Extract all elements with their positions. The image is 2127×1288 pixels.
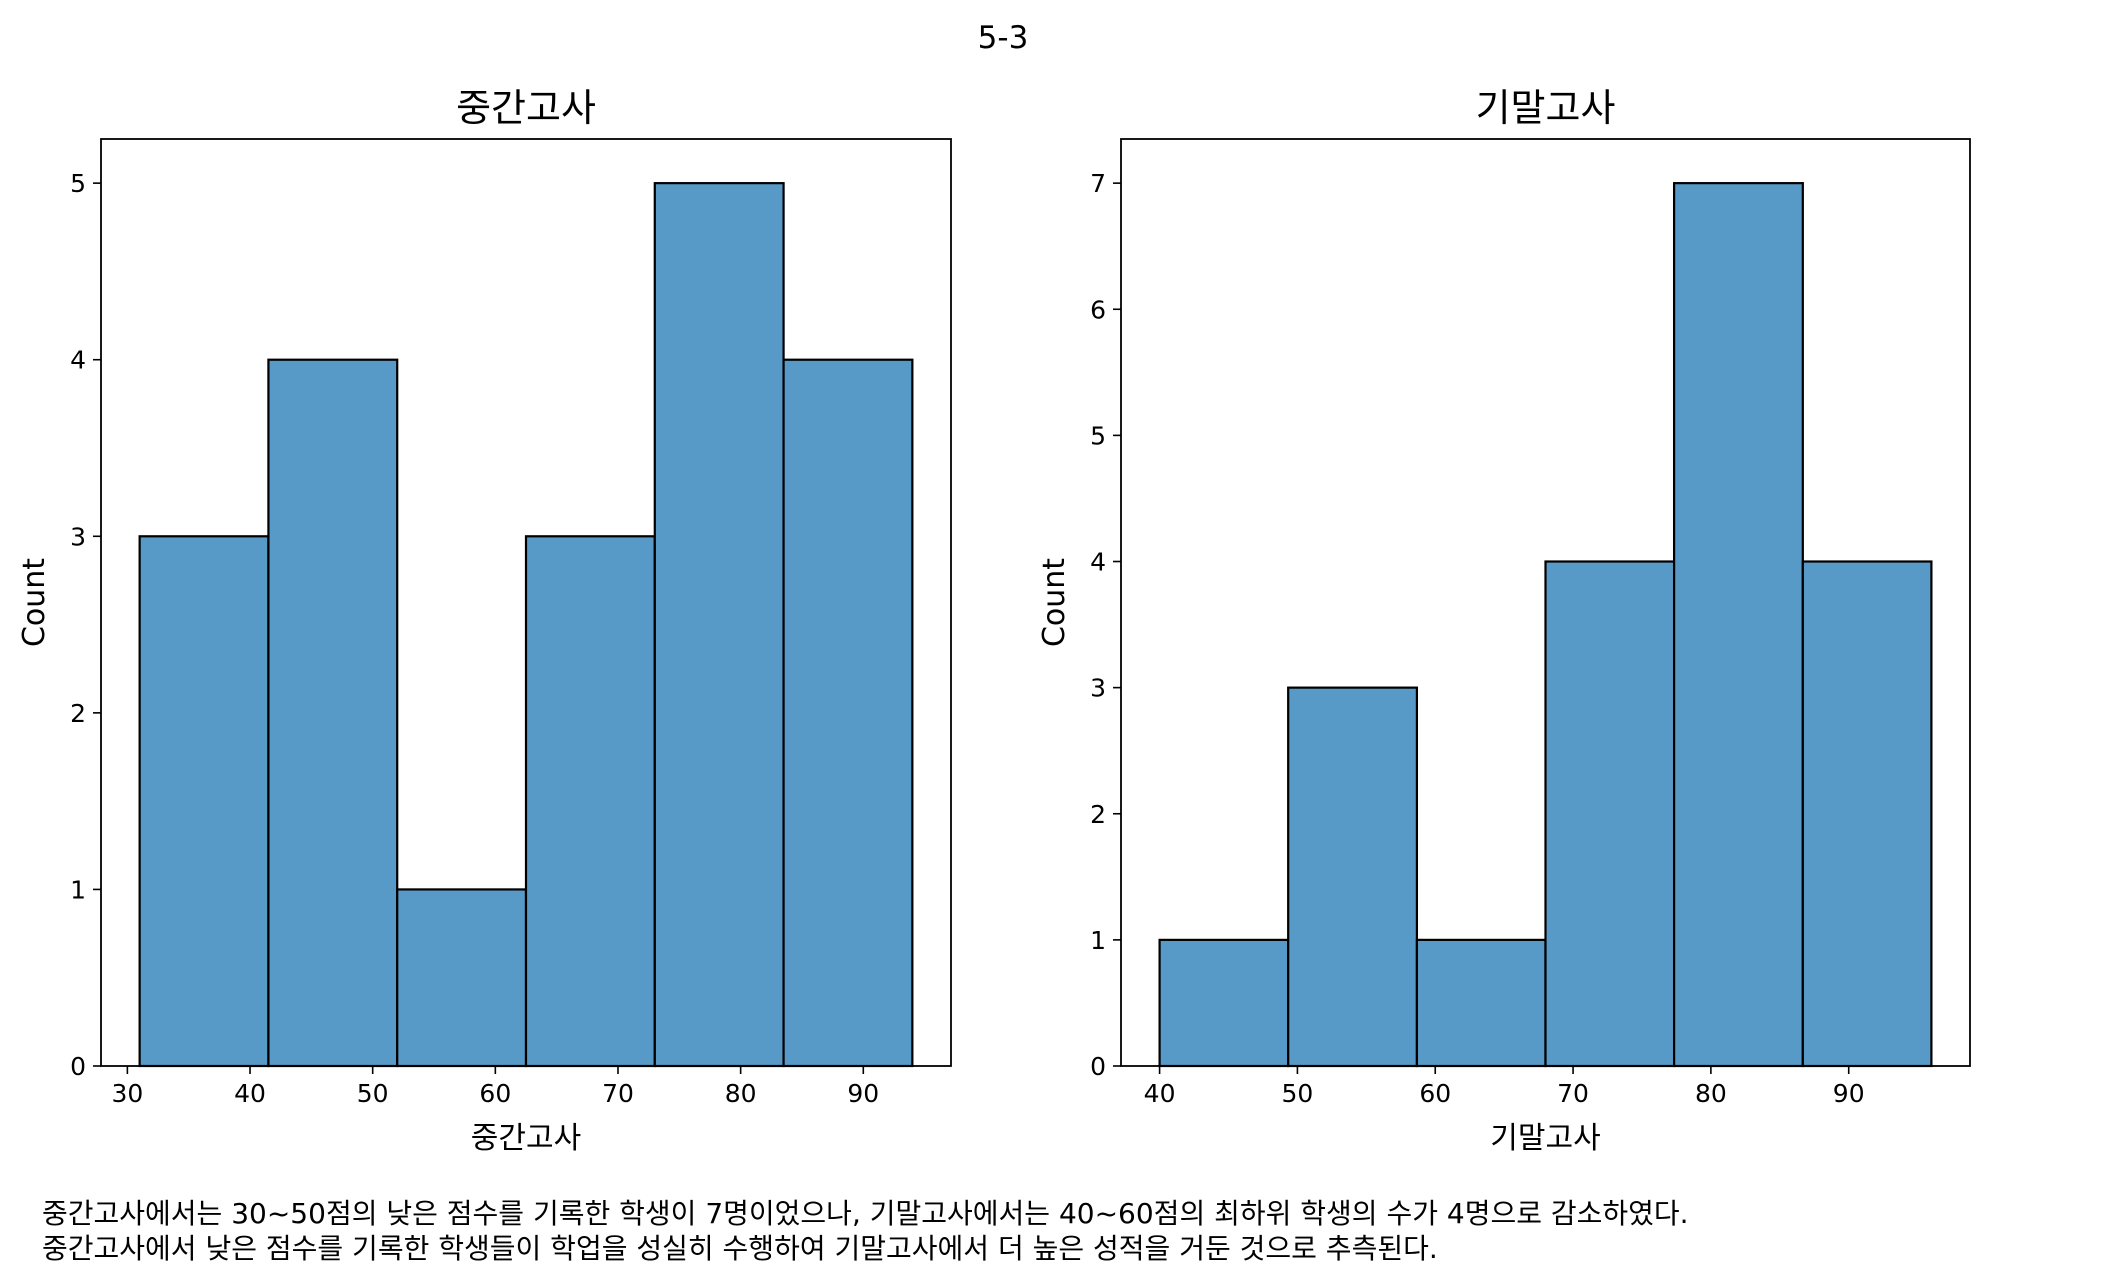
midterm-ytick-label-1: 1 <box>70 875 86 904</box>
final-bar-0 <box>1158 938 1290 1068</box>
midterm-bar-3 <box>524 535 656 1068</box>
final-ytick-label-2: 2 <box>1090 800 1106 829</box>
midterm-axes-frame <box>100 138 952 1067</box>
final-bar-2 <box>1415 938 1547 1068</box>
final-bar-1 <box>1287 686 1419 1068</box>
final-bar-3 <box>1544 560 1676 1068</box>
final-ytick-label-1: 1 <box>1090 926 1106 955</box>
midterm-bar-4 <box>653 182 785 1068</box>
figure-caption: 중간고사에서는 30~50점의 낮은 점수를 기록한 학생이 7명이었으나, 기… <box>42 1197 1689 1265</box>
midterm-ytick-label-2: 2 <box>70 699 86 728</box>
final-xtick-label-60: 60 <box>1419 1079 1451 1108</box>
final-ytick-label-5: 5 <box>1090 421 1106 450</box>
final-bar-5 <box>1801 560 1933 1068</box>
final-xtick-label-50: 50 <box>1282 1079 1314 1108</box>
midterm-xtick-label-30: 30 <box>111 1079 143 1108</box>
final-xtick-label-70: 70 <box>1557 1079 1589 1108</box>
final-xtick-label-40: 40 <box>1144 1079 1176 1108</box>
final-xtick-label-80: 80 <box>1695 1079 1727 1108</box>
midterm-xtick-label-90: 90 <box>847 1079 879 1108</box>
midterm-ytick-label-3: 3 <box>70 522 86 551</box>
midterm-bar-1 <box>267 358 399 1068</box>
midterm-xtick-label-70: 70 <box>602 1079 634 1108</box>
final-ytick-label-7: 7 <box>1090 169 1106 198</box>
final-xtick-label-90: 90 <box>1833 1079 1865 1108</box>
figure-suptitle: 5-3 <box>978 20 1029 56</box>
final-ytick-label-3: 3 <box>1090 674 1106 703</box>
midterm-title: 중간고사 <box>456 86 596 130</box>
final-ytick-label-6: 6 <box>1090 295 1106 324</box>
final-ylabel: Count <box>1037 558 1072 647</box>
caption-line-2: 중간고사에서 낮은 점수를 기록한 학생들이 학업을 성실히 수행하여 기말고사… <box>42 1232 1438 1265</box>
midterm-xtick-label-40: 40 <box>234 1079 266 1108</box>
midterm-xtick-label-50: 50 <box>357 1079 389 1108</box>
midterm-ytick-label-4: 4 <box>70 346 86 375</box>
midterm-xlabel: 중간고사 <box>471 1121 581 1156</box>
midterm-xtick-label-80: 80 <box>725 1079 757 1108</box>
midterm-bar-0 <box>138 535 270 1068</box>
caption-line-1: 중간고사에서는 30~50점의 낮은 점수를 기록한 학생이 7명이었으나, 기… <box>42 1197 1689 1230</box>
midterm-bar-5 <box>782 358 914 1068</box>
midterm-ytick-label-5: 5 <box>70 169 86 198</box>
final-title: 기말고사 <box>1476 86 1616 130</box>
final-ytick-label-4: 4 <box>1090 548 1106 577</box>
midterm-ylabel: Count <box>17 558 52 647</box>
final-xlabel: 기말고사 <box>1490 1121 1600 1156</box>
final-bar-4 <box>1672 182 1804 1068</box>
final-axes-frame <box>1120 138 1971 1067</box>
final-ytick-label-0: 0 <box>1090 1052 1106 1081</box>
midterm-xtick-label-60: 60 <box>479 1079 511 1108</box>
midterm-bar-2 <box>396 888 528 1068</box>
midterm-ytick-label-0: 0 <box>70 1052 86 1081</box>
